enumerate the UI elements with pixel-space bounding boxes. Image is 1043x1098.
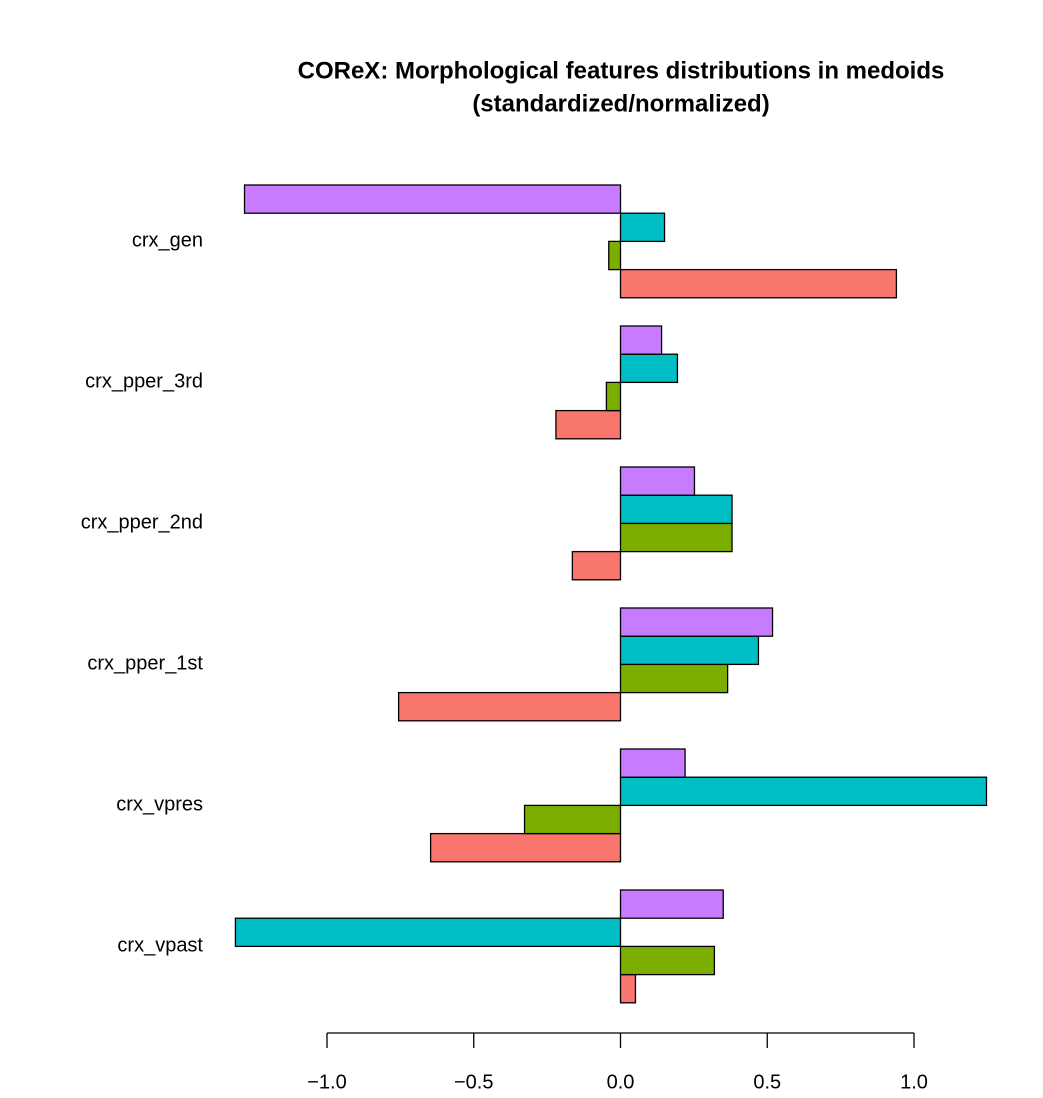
bar <box>619 635 760 666</box>
y-tick-label: crx_pper_3rd <box>85 371 203 393</box>
x-tick-label: −0.5 <box>454 1071 493 1093</box>
x-tick-label: −1.0 <box>307 1071 346 1093</box>
x-tick-label: 0.5 <box>753 1071 781 1093</box>
bar <box>429 832 622 863</box>
bar <box>523 804 622 835</box>
y-tick-label: crx_vpast <box>117 935 203 957</box>
bar <box>619 268 898 299</box>
chart-title: COReX: Morphological features distributi… <box>298 57 945 84</box>
bar <box>619 353 679 384</box>
bar <box>619 945 716 976</box>
y-tick-label: crx_vpres <box>116 794 203 816</box>
bar <box>555 409 622 440</box>
y-tick-label: crx_pper_1st <box>87 653 203 675</box>
bar <box>619 607 774 637</box>
bar <box>234 917 622 948</box>
bar <box>605 381 622 412</box>
y-tick-label: crx_pper_2nd <box>81 512 203 534</box>
bar <box>619 212 666 243</box>
bar <box>619 663 729 694</box>
chart-title: (standardized/normalized) <box>472 90 769 117</box>
bar <box>619 973 637 1004</box>
bar <box>397 691 622 722</box>
bar <box>619 748 686 778</box>
x-tick-label: 1.0 <box>900 1071 928 1093</box>
bar <box>243 184 622 214</box>
bar <box>619 325 663 355</box>
bar <box>619 776 988 807</box>
bar <box>619 466 696 496</box>
bar <box>619 889 724 919</box>
bar <box>608 240 622 271</box>
bar <box>571 550 622 581</box>
bar <box>619 522 733 553</box>
bar <box>619 494 733 525</box>
y-tick-label: crx_gen <box>132 230 203 252</box>
x-tick-label: 0.0 <box>607 1071 635 1093</box>
